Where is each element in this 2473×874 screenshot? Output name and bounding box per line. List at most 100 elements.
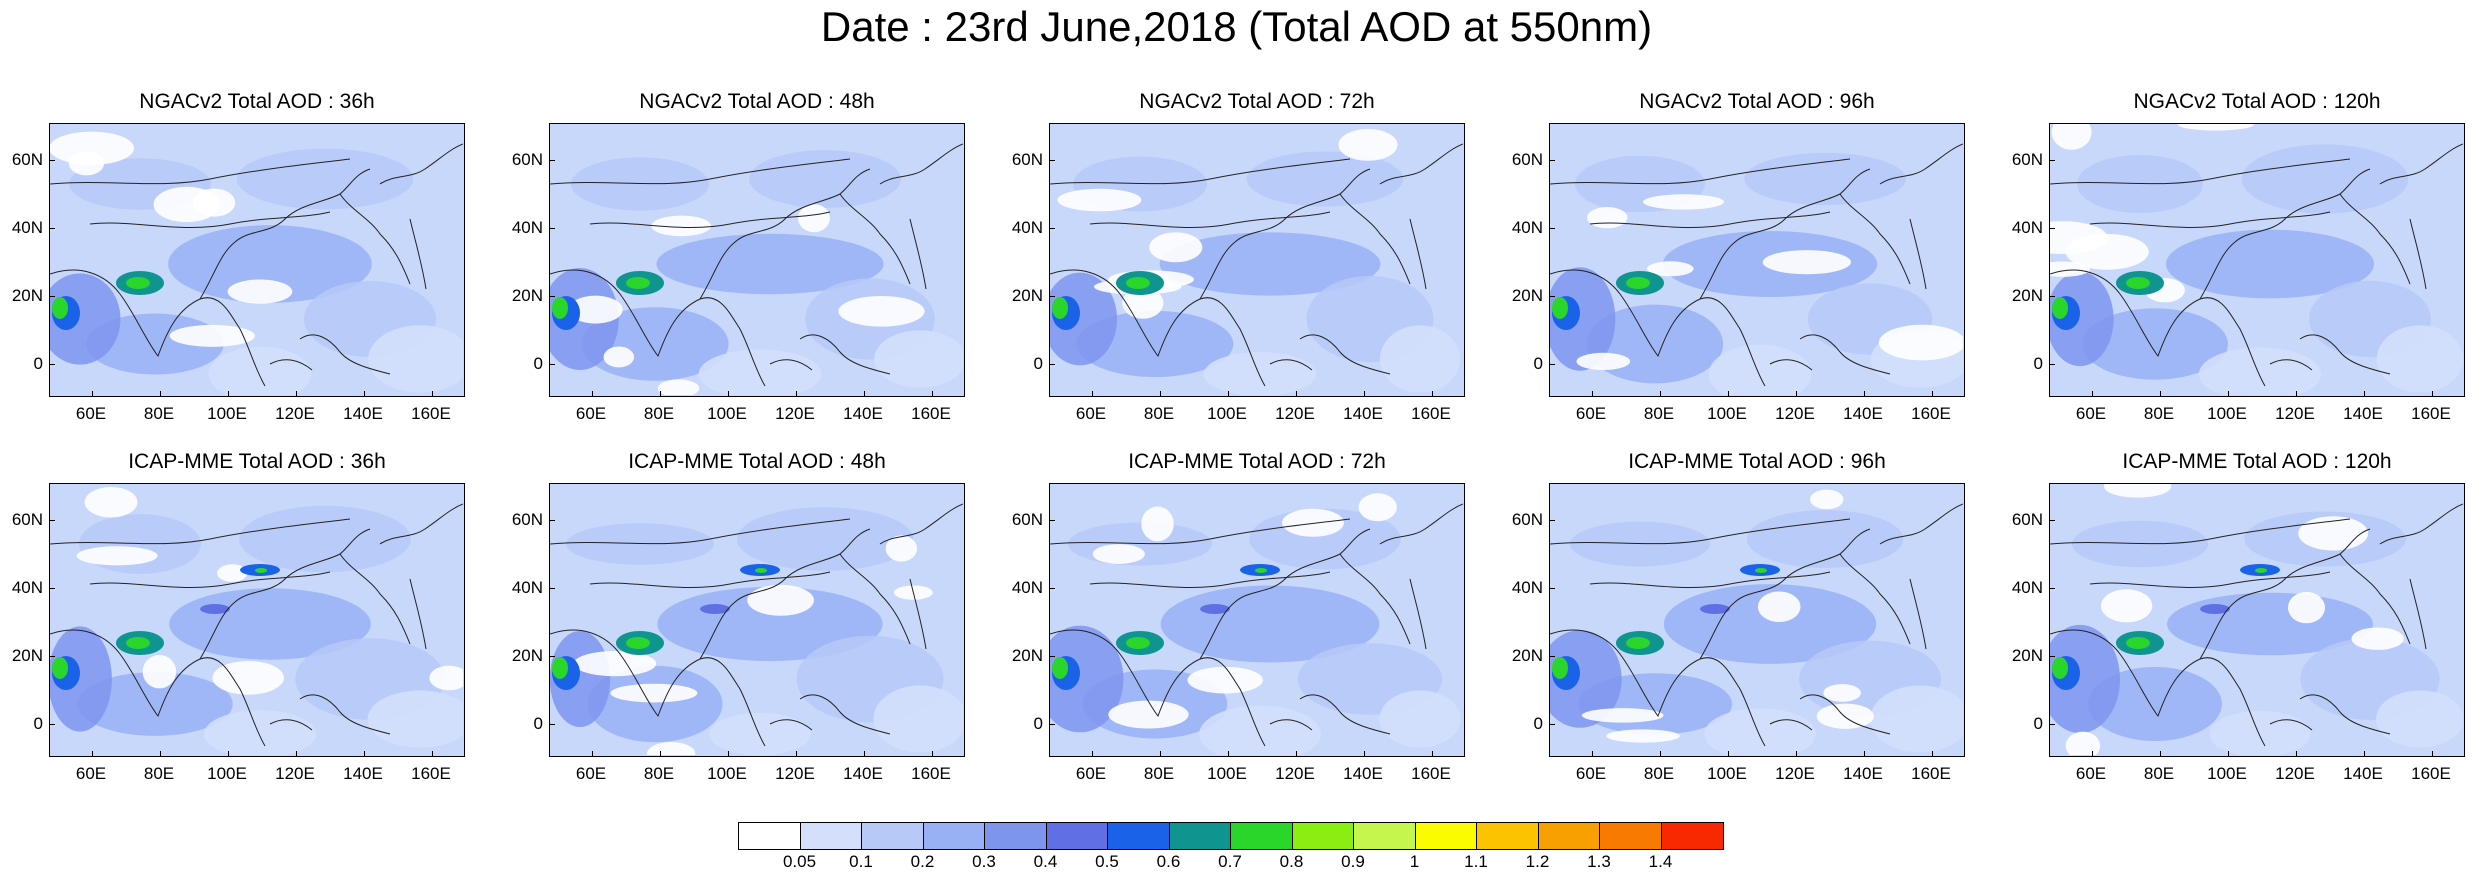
coastline (589, 571, 831, 589)
lat-tick (1550, 296, 1555, 297)
lon-tick (728, 391, 729, 396)
panel-title: ICAP-MME Total AOD : 48h (628, 450, 886, 473)
aod-field (200, 604, 230, 614)
lat-label: 40N (1511, 578, 1543, 597)
lon-label: 140E (1343, 404, 1383, 423)
lat-label: 20N (1511, 286, 1543, 305)
map-frame (2049, 123, 2465, 397)
coastline (2379, 143, 2463, 185)
lat-tick (1550, 228, 1555, 229)
colorbar (738, 822, 1724, 850)
aod-field (798, 204, 830, 233)
coastline (1269, 719, 1313, 731)
coastline (299, 334, 391, 375)
aod-field (2050, 261, 2090, 277)
lon-label: 160E (1911, 404, 1951, 423)
aod-map (50, 131, 463, 395)
lat-tick (50, 296, 55, 297)
coastline (769, 359, 813, 371)
panel-title: NGACv2 Total AOD : 120h (2133, 90, 2381, 113)
coastline (379, 143, 463, 185)
coastline (1909, 218, 1927, 290)
lat-label: 20N (1511, 646, 1543, 665)
lon-tick (1160, 751, 1161, 756)
lat-tick (2050, 588, 2055, 589)
aod-field (2065, 731, 2101, 755)
lon-tick (660, 391, 661, 396)
lon-label: 100E (2207, 764, 2247, 783)
lon-tick (864, 751, 865, 756)
lat-tick (2050, 296, 2055, 297)
colorbar-label: 1 (1409, 852, 1420, 871)
map-frame (1549, 123, 1965, 397)
coastline (1550, 518, 1851, 545)
lon-label: 120E (2275, 764, 2315, 783)
lat-tick (2050, 520, 2055, 521)
coastline (339, 553, 411, 645)
aod-field (2050, 271, 2114, 367)
aod-field (2298, 516, 2369, 551)
lon-label: 100E (1207, 404, 1247, 423)
aod-field (84, 486, 138, 518)
colorbar-label: 0.9 (1341, 852, 1365, 871)
lat-label: 0 (1033, 354, 1043, 373)
aod-field (1576, 352, 1631, 371)
lon-tick (160, 391, 161, 396)
coastline (1050, 629, 1266, 747)
colorbar-label: 1.2 (1525, 852, 1550, 871)
lon-tick (432, 751, 433, 756)
lon-tick (1092, 751, 1093, 756)
lat-label: 20N (511, 286, 543, 305)
lat-label: 40N (1511, 218, 1543, 237)
coastline (2299, 334, 2391, 375)
lon-tick (1296, 751, 1297, 756)
lat-label: 60N (2011, 150, 2043, 169)
map-frame (549, 123, 965, 397)
lat-label: 20N (1011, 646, 1043, 665)
aod-field (255, 568, 267, 573)
lat-label: 0 (33, 714, 43, 733)
aod-field (1755, 568, 1767, 573)
map-panel: NGACv2 Total AOD : 72h 60N 40N 20N 0 60E 80E 10… (1012, 90, 1465, 423)
coastline (1339, 553, 1411, 645)
aod-field (1646, 261, 1694, 277)
lon-label: 140E (2343, 404, 2383, 423)
lon-tick (364, 391, 365, 396)
lat-label: 60N (11, 510, 43, 529)
aod-field (126, 277, 150, 289)
colorbar-box (1046, 823, 1108, 849)
colorbar-box (1292, 823, 1354, 849)
lon-tick (1092, 391, 1093, 396)
colorbar-box (923, 823, 985, 849)
aod-field (1643, 194, 1725, 210)
aod-field (2376, 325, 2463, 393)
aod-field (1203, 352, 1317, 395)
coastline (2050, 518, 2351, 545)
aod-field (1255, 568, 1267, 573)
aod-field (126, 637, 150, 649)
lon-tick (1364, 751, 1365, 756)
map-panel: ICAP-MME Total AOD : 96h 60N 40N 20N 0 60E 80E… (1512, 450, 1965, 783)
aod-field (77, 672, 233, 736)
lat-tick (1050, 724, 1055, 725)
coastline (1050, 518, 1351, 545)
coastline (2339, 553, 2411, 645)
colorbar-label: 0.5 (1095, 852, 1119, 871)
aod-field (1052, 297, 1068, 319)
lon-label: 60E (575, 764, 607, 783)
lon-label: 60E (1075, 764, 1107, 783)
lon-label: 120E (1275, 764, 1315, 783)
aod-field (1878, 324, 1963, 361)
aod-field (50, 626, 112, 732)
aod-field (2126, 277, 2150, 289)
coastline (699, 528, 871, 660)
colorbar-label: 0.8 (1279, 852, 1304, 871)
coastline (839, 553, 911, 645)
lat-tick (550, 364, 555, 365)
lat-tick (550, 160, 555, 161)
coastline (1879, 143, 1963, 185)
lon-tick (2296, 751, 2297, 756)
lon-label: 160E (411, 764, 451, 783)
aod-field (1762, 250, 1851, 275)
coastline (2299, 694, 2391, 735)
